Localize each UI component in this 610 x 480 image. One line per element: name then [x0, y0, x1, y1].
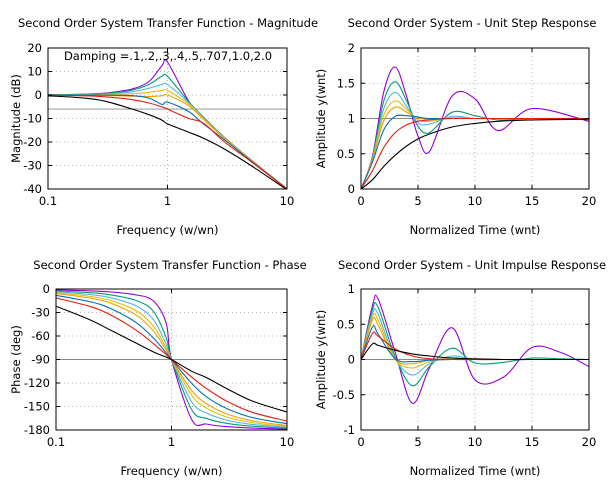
panel-1-xtick-label-1: 1 [164, 194, 171, 208]
panel-3-series-5 [56, 292, 287, 427]
panel-3-series-8 [56, 305, 287, 413]
panel-3-ytick-label-1: -150 [24, 400, 50, 414]
panel-3-xtick-label-1: 1 [168, 435, 175, 449]
panel-4-ytick-label-0: -1 [344, 423, 355, 437]
panel-1-ytick-label-0: -40 [23, 182, 42, 196]
panel-2-ytick-label-0: 0 [348, 182, 355, 196]
panel-2-ytick-label-1: 0.5 [337, 147, 355, 161]
panel-1: 0.1 1 10 -40 -30 -20 -10 0 10 20 Second Order Syst… [9, 16, 318, 237]
panel-4-ytick-label-2: 0 [348, 353, 355, 367]
panel-4-xlabel: Normalized Time (wnt) [410, 464, 541, 478]
panel-1-plot-frame [47, 47, 288, 190]
panel-1-ytick-label-5: 10 [27, 65, 42, 79]
panel-4-xtick-label-2: 10 [468, 435, 483, 449]
panel-4-ytick-label-3: 0.5 [337, 317, 355, 331]
panel-1-ylabel: Magnitude (dB) [9, 74, 23, 163]
panel-1-series-8 [48, 95, 287, 189]
panel-4-title: Second Order System - Unit Impulse Respo… [338, 258, 606, 272]
panel-1-xtick-label-2: 10 [280, 194, 295, 208]
panel-3-curves [56, 289, 287, 430]
panel-4-series-1 [361, 294, 589, 404]
panel-1-ytick-label-2: -20 [23, 135, 42, 149]
panel-3-series-7 [56, 297, 287, 422]
panel-1-ytick-label-1: -30 [23, 159, 42, 173]
panel-3-xlabel: Frequency (w/wn) [120, 464, 222, 478]
panel-2-ytick-label-4: 2 [348, 41, 355, 55]
panel-3-series-3 [56, 291, 287, 428]
panel-3-series-6 [56, 294, 287, 425]
panel-1-annotation: Damping =.1,.2,.3,.4,.5,.707,1.0,2.0 [64, 49, 272, 63]
panel-2-title: Second Order System - Unit Step Response [348, 16, 597, 30]
panel-3-title: Second Order System Transfer Function - … [33, 258, 306, 272]
panel-4-xtick-label-1: 5 [414, 435, 421, 449]
panel-1-series-6 [48, 94, 287, 189]
panel-4-curves [361, 294, 589, 404]
panel-2-curves [361, 66, 589, 189]
panel-1-xtick-label-0: 0.1 [39, 194, 57, 208]
panel-2-xtick-label-2: 10 [468, 194, 483, 208]
panel-3-ytick-label-4: -60 [31, 329, 50, 343]
panel-1-xlabel: Frequency (w/wn) [116, 223, 218, 237]
panel-2-xtick-label-4: 20 [582, 194, 597, 208]
panel-1-ytick-label-4: 0 [35, 88, 42, 102]
panel-3: 0.1 1 10 -180 -150 -120 -90 -60 -30 0 Second Order… [9, 258, 307, 478]
panel-2-xtick-label-3: 15 [525, 194, 540, 208]
panel-4-ytick-label-1: -0.5 [333, 388, 355, 402]
panel-3-ytick-label-0: -180 [24, 423, 50, 437]
panel-4-xtick-label-3: 15 [525, 435, 540, 449]
panel-3-series-2 [56, 290, 287, 429]
panel-4-ylabel: Amplitude y(wnt) [314, 310, 328, 410]
panel-4-ytick-label-4: 1 [348, 282, 355, 296]
panel-4-series-2 [361, 301, 589, 387]
panel-2-series-7 [361, 117, 589, 189]
panel-3-ytick-label-3: -90 [31, 353, 50, 367]
panel-2-series-1 [361, 66, 589, 189]
panel-1-series-2 [48, 73, 287, 189]
panel-1-ytick-label-3: -10 [23, 112, 42, 126]
panel-4-series-8 [361, 342, 589, 361]
panel-4-xtick-label-0: 0 [357, 435, 364, 449]
panel-3-series-1 [56, 289, 287, 430]
panel-2-series-2 [361, 81, 589, 189]
panel-3-xtick-label-2: 10 [280, 435, 295, 449]
panel-2-ytick-label-2: 1 [348, 112, 355, 126]
panel-3-ytick-label-5: -30 [31, 306, 50, 320]
panel-1-title: Second Order System Transfer Function - … [18, 16, 318, 30]
panel-2-xtick-label-0: 0 [357, 194, 364, 208]
panel-2-series-8 [361, 118, 589, 189]
panel-2-xtick-label-1: 5 [414, 194, 421, 208]
panel-2-ylabel: Amplitude y(wnt) [314, 69, 328, 169]
panel-3-ylabel: Phase (deg) [9, 325, 23, 394]
panel-1-ytick-label-6: 20 [27, 41, 42, 55]
panel-2-xlabel: Normalized Time (wnt) [410, 223, 541, 237]
panel-4-xtick-label-4: 20 [582, 435, 597, 449]
panel-2-ytick-label-3: 1.5 [337, 76, 355, 90]
panel-3-xtick-label-0: 0.1 [47, 435, 65, 449]
panel-3-ytick-label-6: 0 [43, 282, 50, 296]
panel-1-curves [48, 59, 287, 189]
panel-3-ytick-label-2: -120 [24, 376, 50, 390]
panel-1-series-7 [48, 94, 287, 189]
panel-2: 0 5 10 15 20 0 0.5 1 1.5 2 Second Order System - U… [314, 16, 596, 237]
panel-4: 0 5 10 15 20 -1 -0.5 0 0.5 1 Second Order System -… [314, 258, 606, 478]
